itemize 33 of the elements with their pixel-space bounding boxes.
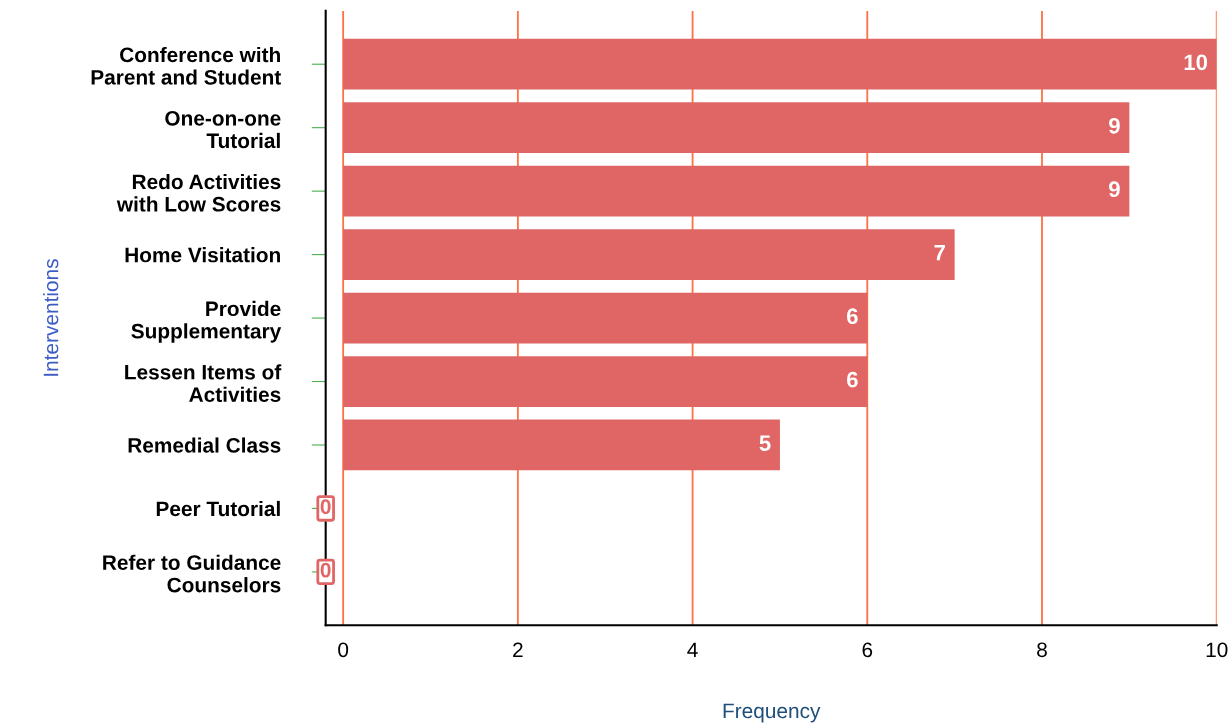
data-label: 0 <box>320 562 331 578</box>
y-tick-label: One-on-one Tutorial <box>165 110 281 149</box>
x-tick-label: 0 <box>338 642 349 658</box>
x-tick-label: 8 <box>1037 642 1047 658</box>
y-tick-label: Refer to Guidance Counselors <box>103 554 281 593</box>
data-label: 6 <box>847 308 858 325</box>
x-tick-label: 4 <box>687 642 698 657</box>
y-tick-label: Redo Activities with Low Scores <box>116 173 281 212</box>
bar <box>343 102 1130 154</box>
x-axis-title: Frequency <box>723 703 821 723</box>
bar <box>343 292 868 344</box>
y-tick-label: Conference with Parent and Student <box>91 46 281 85</box>
data-label: 6 <box>847 371 858 388</box>
bar <box>343 38 1217 90</box>
bar <box>343 165 1130 217</box>
data-label: 5 <box>759 435 771 451</box>
y-tick-label: Remedial Class <box>128 437 281 453</box>
x-tick-label: 6 <box>862 642 873 658</box>
data-label: 0 <box>320 499 331 515</box>
x-tick-label: 10 <box>1206 642 1228 658</box>
y-axis-title: Interventions <box>43 259 59 376</box>
y-tick-label: Lessen Items of Activities <box>125 364 282 403</box>
data-label: 9 <box>1109 181 1120 198</box>
y-tick-label: Home Visitation <box>125 247 280 263</box>
x-tick-label: 2 <box>513 642 523 657</box>
data-label: 7 <box>934 245 945 261</box>
data-label: 9 <box>1109 117 1120 134</box>
y-tick-label: Provide Supplementary <box>131 300 282 343</box>
bar <box>343 229 955 280</box>
y-tick-label: Peer Tutorial <box>156 500 280 517</box>
bar <box>343 419 780 471</box>
bar <box>343 356 868 407</box>
data-label: 10 <box>1184 54 1208 71</box>
